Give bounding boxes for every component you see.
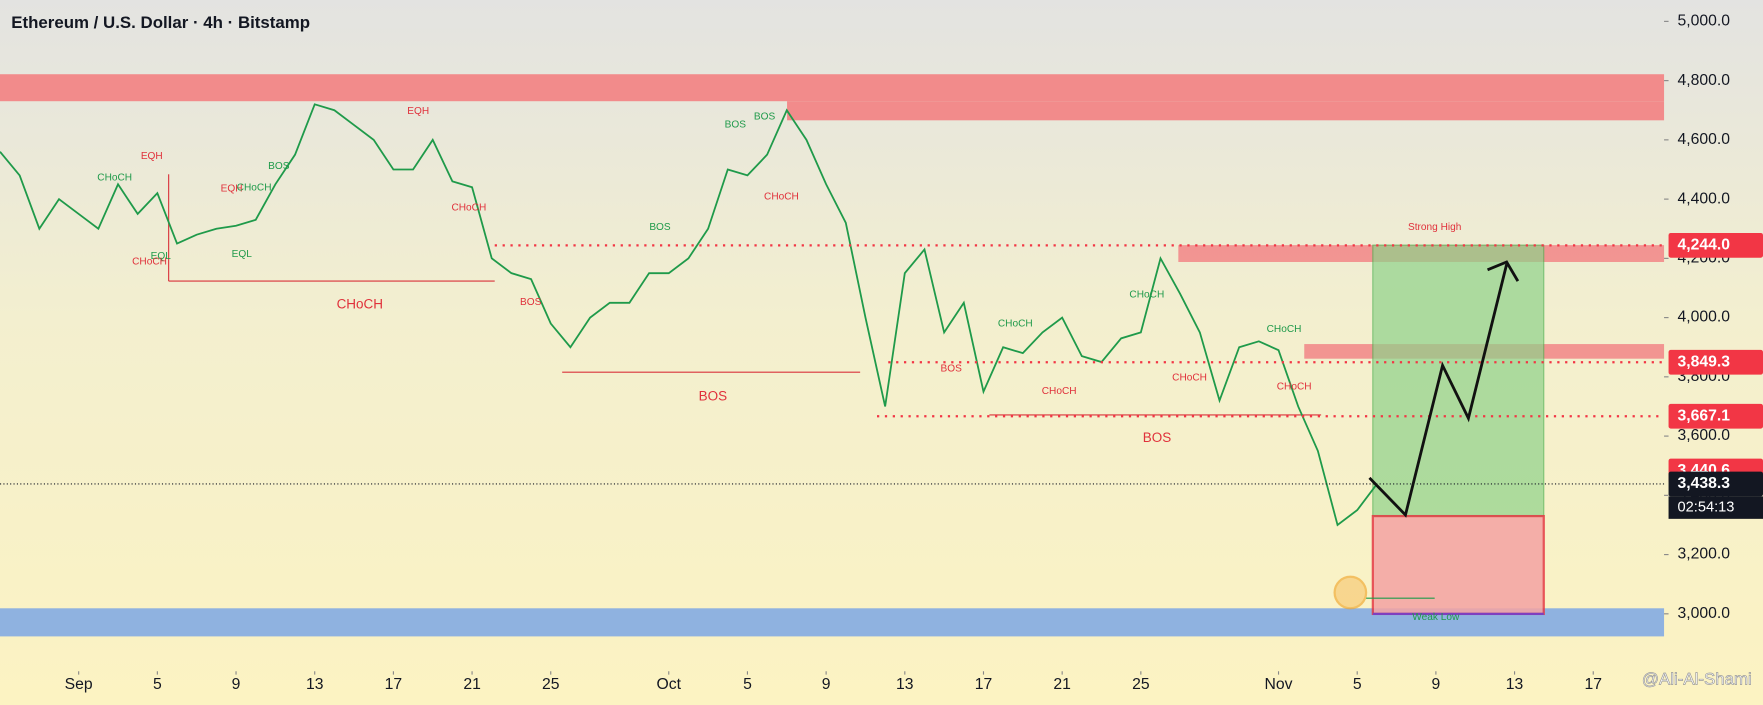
low-marker: [1333, 575, 1368, 610]
supply-zone: [0, 74, 1665, 102]
annotation: BOS: [699, 388, 727, 403]
annotation: CHoCH: [1129, 289, 1164, 300]
annotation: EQL: [151, 251, 172, 262]
annotation: CHoCH: [1042, 386, 1077, 397]
annotation: CHoCH: [451, 203, 486, 214]
price-line: [0, 103, 1378, 527]
y-tick-label: 4,000.0: [1678, 309, 1731, 326]
annotation: BOS: [1143, 430, 1171, 445]
annotation: EQH: [221, 184, 243, 195]
annotation: CHoCH: [132, 257, 167, 268]
price-label: 3,849.3: [1678, 353, 1731, 370]
y-tick-label: 5,000.0: [1678, 13, 1731, 30]
price-label-box: [1668, 403, 1763, 429]
x-tick-label: 13: [1506, 676, 1524, 693]
price-label-box: [1668, 232, 1763, 258]
stop-box: [1371, 514, 1545, 616]
x-tick-label: 17: [385, 676, 403, 693]
annotation: CHoCH: [97, 172, 132, 183]
x-tick-label: 21: [463, 676, 481, 693]
countdown-box: [1668, 496, 1763, 519]
annotation: BOS: [725, 119, 747, 130]
x-tick-label: 17: [1584, 676, 1602, 693]
projection-arrow: [1486, 260, 1520, 282]
y-tick-label: 3,600.0: [1678, 427, 1731, 444]
chart-title: Ethereum / U.S. Dollar · 4h · Bitstamp: [11, 13, 310, 32]
annotation: CHoCH: [764, 191, 799, 202]
annotation: EQL: [232, 249, 253, 260]
annotations: EQH CHoCH EQL CHoCH CHoCH EQH BOS EQL CH…: [97, 106, 1461, 623]
annotation: CHoCH: [1277, 381, 1312, 392]
price-label-box: [1668, 471, 1763, 497]
annotation: EQH: [407, 106, 429, 117]
y-tick-label: 4,600.0: [1678, 131, 1731, 148]
axes: 3,000.03,200.03,400.03,600.03,800.04,000…: [65, 13, 1763, 693]
annotation: EQH: [141, 151, 163, 162]
annotation: CHoCH: [237, 182, 272, 193]
structure-lines: [168, 174, 1322, 416]
annotation: CHoCH: [998, 319, 1033, 330]
price-label-box: [1668, 349, 1763, 375]
annotation: BOS: [941, 363, 963, 374]
projection-path: [1368, 263, 1509, 518]
annotation: Weak Low: [1412, 612, 1460, 623]
price-label: 4,244.0: [1678, 236, 1731, 253]
x-tick-label: 21: [1053, 676, 1071, 693]
x-tick-label: 25: [542, 676, 560, 693]
x-tick-label: 5: [153, 676, 162, 693]
annotation: CHoCH: [337, 296, 383, 311]
supply-zone: [787, 101, 1665, 121]
x-tick-label: 25: [1132, 676, 1150, 693]
x-tick-label: 9: [232, 676, 241, 693]
x-tick-label: 5: [1353, 676, 1362, 693]
y-tick-label: 4,400.0: [1678, 190, 1731, 207]
target-box: [1372, 244, 1545, 517]
x-tick-label: Sep: [65, 676, 93, 693]
x-tick-label: 17: [975, 676, 993, 693]
x-tick-label: 5: [743, 676, 752, 693]
watermark: @Ali-Al-Shami: [1642, 670, 1752, 689]
price-label: 3,438.3: [1678, 475, 1731, 492]
annotation: BOS: [649, 222, 671, 233]
annotation: CHoCH: [1267, 324, 1302, 335]
countdown: 02:54:13: [1678, 499, 1735, 515]
x-tick-label: Nov: [1265, 676, 1293, 693]
annotation: BOS: [268, 161, 290, 172]
y-tick-label: 3,200.0: [1678, 546, 1731, 563]
x-tick-label: 9: [822, 676, 831, 693]
annotation: Strong High: [1408, 222, 1461, 233]
y-tick-label: 4,800.0: [1678, 72, 1731, 89]
x-tick-label: 13: [306, 676, 324, 693]
price-label: 3,667.1: [1678, 407, 1731, 424]
x-tick-label: 13: [896, 676, 914, 693]
plot: [0, 103, 1665, 527]
x-tick-label: 9: [1432, 676, 1441, 693]
x-tick-label: Oct: [657, 676, 682, 693]
annotation: BOS: [520, 297, 542, 308]
y-tick-label: 3,000.0: [1678, 605, 1731, 622]
annotation: BOS: [754, 112, 776, 123]
annotation: CHoCH: [1172, 372, 1207, 383]
